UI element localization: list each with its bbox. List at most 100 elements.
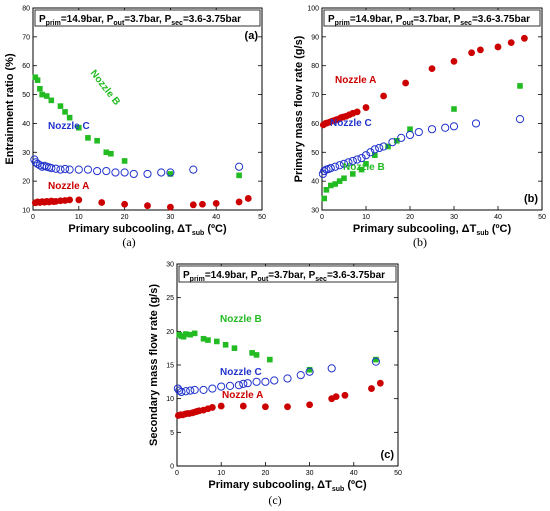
data-point <box>239 402 247 410</box>
data-point <box>199 200 206 208</box>
data-point <box>167 203 174 211</box>
conditions-text-part: =3.6-3.75bar <box>183 14 241 25</box>
data-point <box>121 200 128 208</box>
data-point <box>243 379 252 388</box>
data-point <box>471 119 481 128</box>
data-point <box>98 199 106 206</box>
data-point <box>394 137 400 144</box>
conditions-text-part: P <box>328 14 335 25</box>
data-point <box>189 165 198 174</box>
data-point <box>253 352 260 358</box>
y-tick-label: 10 <box>22 208 30 215</box>
x-axis-label-main: Primary subcooling, ΔT <box>68 223 192 235</box>
data-point <box>43 93 50 99</box>
x-axis-label: Primary subcooling, ΔTsub (ºC) <box>68 223 227 237</box>
x-tick-label: 20 <box>406 214 414 221</box>
data-point <box>376 379 384 387</box>
series-nozzle-b <box>32 74 242 179</box>
y-tick-label: 60 <box>311 121 319 128</box>
data-point <box>262 403 269 411</box>
x-axis-label-subscript: sub <box>476 230 488 237</box>
data-point <box>205 337 211 343</box>
data-point <box>507 39 515 47</box>
conditions-subscript: out <box>257 276 269 283</box>
y-tick-label: 80 <box>311 63 319 70</box>
series-label: Nozzle A <box>222 390 263 401</box>
data-point <box>368 385 375 392</box>
data-point <box>187 331 194 338</box>
y-tick-label: 40 <box>22 121 30 128</box>
data-point <box>353 108 361 116</box>
data-point <box>326 164 335 173</box>
conditions-subscript: prim <box>190 276 205 283</box>
data-point <box>361 151 371 160</box>
data-point <box>56 165 65 174</box>
series-label: Nozzle A <box>335 75 376 86</box>
x-tick-label: 30 <box>167 214 175 221</box>
plot-frame <box>32 7 263 211</box>
x-tick-label: 50 <box>394 470 402 477</box>
conditions-text-part: =3.6-3.75bar <box>472 14 530 25</box>
conditions-text-part: P <box>183 270 190 281</box>
series-label: Nozzle A <box>48 181 89 192</box>
data-point <box>75 196 83 204</box>
series-label: Nozzle C <box>330 118 372 129</box>
x-tick-label: 30 <box>450 214 458 221</box>
conditions-subscript: out <box>113 20 125 27</box>
conditions-box <box>323 9 541 27</box>
plot-frame <box>176 263 399 467</box>
data-point <box>320 166 329 176</box>
data-point <box>341 175 347 182</box>
conditions-text-part: =3.7bar, P <box>413 14 460 25</box>
data-point <box>190 385 199 395</box>
x-tick-label: 20 <box>262 470 270 477</box>
y-tick-label: 15 <box>166 363 174 370</box>
conditions-text-part: =3.7bar, P <box>124 14 171 25</box>
data-point <box>186 386 195 395</box>
series-label: Nozzle C <box>220 367 262 378</box>
data-point <box>370 145 379 154</box>
x-axis-label-subscript: sub <box>332 486 344 493</box>
data-point <box>76 124 82 131</box>
data-point <box>427 125 437 134</box>
data-point <box>373 356 379 363</box>
conditions-text-part: P <box>39 14 46 25</box>
data-point <box>244 195 252 202</box>
y-tick-label: 100 <box>307 6 319 13</box>
series-nozzle-a <box>174 379 384 419</box>
data-point <box>213 338 220 345</box>
x-tick-label: 30 <box>306 470 314 477</box>
x-tick-label: 20 <box>121 214 129 221</box>
data-point <box>339 159 349 168</box>
panel-label: (a) <box>245 30 259 42</box>
data-point <box>336 178 343 184</box>
data-point <box>385 143 391 150</box>
data-point <box>66 196 74 204</box>
x-axis-label-subscript: sub <box>192 230 204 237</box>
data-point <box>31 158 40 167</box>
conditions-text: Pprim=14.9bar, Pout=3.7bar, Psec=3.6-3.7… <box>328 14 530 27</box>
data-point <box>357 153 366 163</box>
figure-caption: (b) <box>413 235 427 249</box>
data-point <box>234 381 243 390</box>
chart-panel-a: 0 10 20 30 40 501020304050607080Pprim=14.9bar… <box>4 6 266 250</box>
y-axis-label: Entrainment ratio (%) <box>4 53 16 165</box>
data-point <box>306 366 313 373</box>
data-point <box>217 382 226 391</box>
data-point <box>181 387 190 396</box>
data-point <box>120 168 129 177</box>
data-point <box>235 198 243 206</box>
data-point <box>261 377 270 386</box>
x-tick-label: 40 <box>350 470 358 477</box>
conditions-text-part: =3.6-3.75bar <box>327 270 385 281</box>
x-tick-label: 10 <box>217 470 225 477</box>
data-point <box>344 158 353 167</box>
x-axis-label-unit: (ºC) <box>204 223 227 235</box>
data-point <box>515 115 525 124</box>
data-point <box>65 165 74 174</box>
conditions-box <box>34 9 261 27</box>
data-point <box>177 387 186 397</box>
data-point <box>328 182 334 189</box>
data-point <box>414 127 423 137</box>
